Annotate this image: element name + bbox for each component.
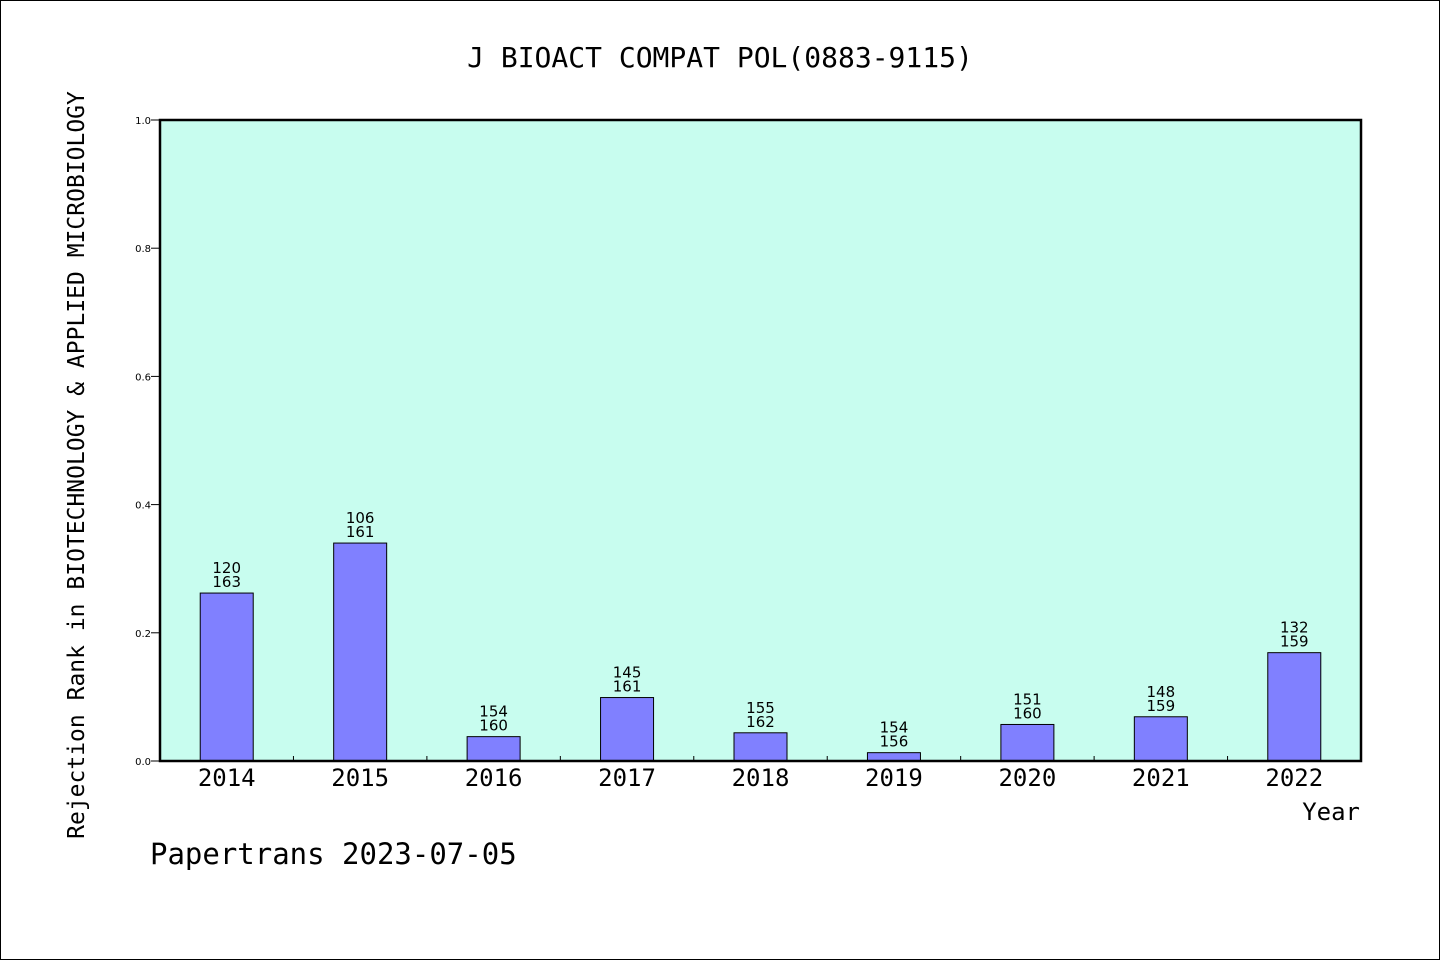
data-label-bottom: 162: [746, 713, 775, 731]
x-tick-label: 2019: [865, 764, 923, 792]
data-label-bottom: 161: [613, 678, 642, 696]
x-tick-label: 2014: [198, 764, 256, 792]
data-label-bottom: 161: [346, 523, 375, 541]
credit-text: Papertrans 2023-07-05: [150, 837, 517, 871]
x-tick-label: 2021: [1132, 764, 1190, 792]
data-label-top: 145: [613, 664, 642, 682]
bar-2020: [1000, 723, 1055, 762]
bar-2022: [1267, 652, 1322, 762]
bar-2017: [600, 697, 655, 762]
x-tick-label: 2018: [732, 764, 790, 792]
data-label-top: 148: [1147, 683, 1176, 701]
data-label-bottom: 160: [1013, 704, 1042, 722]
data-label-bottom: 159: [1147, 697, 1176, 715]
y-axis-label: Rejection Rank in BIOTECHNOLOGY & APPLIE…: [64, 91, 90, 839]
data-label-top: 155: [746, 699, 775, 717]
data-label-bottom: 163: [212, 573, 241, 591]
y-tick-label: 0.2: [135, 629, 151, 640]
y-tick-label: 0.4: [135, 501, 151, 512]
bar-2016: [466, 736, 521, 762]
data-label-top: 154: [479, 703, 508, 721]
x-axis-label: Year: [1302, 798, 1360, 826]
x-tick-label: 2020: [998, 764, 1056, 792]
y-tick-label: 0.8: [135, 244, 151, 255]
bar-2014: [199, 592, 254, 762]
x-tick-label: 2022: [1265, 764, 1323, 792]
y-tick-label: 1.0: [135, 116, 151, 127]
y-tick-label: 0.6: [135, 372, 151, 383]
x-tick-label: 2017: [598, 764, 656, 792]
data-label-top: 106: [346, 509, 375, 527]
plot-border: [158, 118, 1363, 763]
bar-2021: [1133, 716, 1188, 762]
data-label-bottom: 156: [880, 733, 909, 751]
data-label-bottom: 160: [479, 717, 508, 735]
data-label-top: 120: [212, 559, 241, 577]
data-label-top: 151: [1013, 690, 1042, 708]
data-label-top: 132: [1280, 619, 1309, 637]
data-label-bottom: 159: [1280, 633, 1309, 651]
x-tick-label: 2016: [465, 764, 523, 792]
chart-title: J BIOACT COMPAT POL(0883-9115): [467, 41, 973, 74]
y-tick-label: 0.0: [135, 757, 151, 768]
data-label-top: 154: [880, 719, 909, 737]
bar-2015: [333, 542, 388, 762]
plot-area: 0.00.20.40.60.81.01201632014106161201515…: [135, 116, 1363, 792]
bar-2018: [733, 732, 788, 762]
x-tick-label: 2015: [331, 764, 389, 792]
